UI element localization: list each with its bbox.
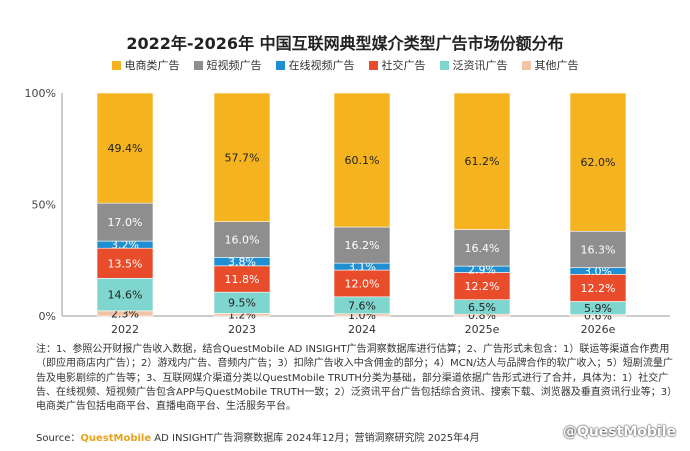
legend-item: 电商类广告	[111, 57, 180, 73]
bar-segment	[96, 92, 154, 204]
bar-segment	[453, 229, 511, 267]
legend-item: 社交广告	[368, 57, 426, 73]
x-tick-label: 2023	[228, 323, 256, 336]
legend-label: 泛资讯广告	[452, 59, 508, 72]
legend-label: 其他广告	[534, 59, 579, 72]
x-tick-label: 2026e	[581, 323, 616, 336]
x-tick-label: 2025e	[465, 323, 500, 336]
data-label: 13.5%	[108, 257, 143, 270]
bar-segment	[96, 202, 154, 242]
data-label: 3.1%	[348, 261, 376, 274]
bar-segment	[453, 92, 511, 230]
data-label: 11.8%	[225, 273, 260, 286]
data-label: 12.2%	[581, 282, 616, 295]
watermark: @QuestMobile	[562, 424, 676, 440]
data-label: 61.2%	[465, 155, 500, 168]
bar-segment	[96, 278, 154, 312]
data-label: 3.0%	[584, 265, 612, 278]
data-label: 49.4%	[108, 142, 143, 155]
legend-swatch	[275, 60, 285, 70]
data-label: 9.5%	[228, 297, 256, 310]
data-label: 62.0%	[581, 156, 616, 169]
legend-swatch	[368, 60, 378, 70]
data-label: 6.5%	[468, 301, 496, 314]
bar-segment	[333, 226, 391, 264]
data-label: 3.2%	[111, 239, 139, 252]
legend-item: 其他广告	[521, 57, 579, 73]
x-tick-label: 2024	[348, 323, 376, 336]
legend-item: 在线视频广告	[275, 57, 355, 73]
data-label: 5.9%	[584, 302, 612, 315]
data-label: 3.8%	[228, 256, 256, 269]
data-label: 7.6%	[348, 299, 376, 312]
bar-segment	[569, 273, 627, 302]
legend-label: 短视频广告	[206, 59, 262, 72]
bar-segment	[96, 247, 154, 279]
data-label: 12.2%	[465, 280, 500, 293]
data-label: 16.3%	[581, 243, 616, 256]
legend-swatch	[439, 60, 449, 70]
bar-segment	[213, 92, 271, 222]
legend-label: 在线视频广告	[288, 59, 355, 72]
data-label: 16.2%	[345, 239, 380, 252]
source-brand: QuestMobile	[80, 433, 152, 444]
x-tick-label: 2022	[111, 323, 139, 336]
data-label: 60.1%	[345, 154, 380, 167]
bar-segment	[333, 269, 391, 298]
footnote: 注：1、参照公开财报广告收入数据，结合QuestMobile AD INSIGH…	[36, 344, 673, 413]
bar-segment	[453, 272, 511, 301]
legend-label: 电商类广告	[124, 59, 180, 72]
legend-item: 泛资讯广告	[439, 57, 508, 73]
data-label: 17.0%	[108, 216, 143, 229]
data-label: 57.7%	[225, 151, 260, 164]
y-tick-label: 0%	[39, 310, 56, 323]
legend-swatch	[521, 60, 531, 70]
y-tick-label: 100%	[25, 87, 56, 100]
bar-segment	[569, 230, 627, 268]
data-label: 16.4%	[465, 242, 500, 255]
data-label: 2.9%	[468, 263, 496, 276]
source-line: Source：QuestMobile AD INSIGHT广告洞察数据库 202…	[36, 429, 479, 444]
data-label: 14.6%	[108, 289, 143, 302]
bar-segment	[333, 92, 391, 228]
legend-label: 社交广告	[381, 59, 426, 72]
chart-title: 2022年-2026年 中国互联网典型媒介类型广告市场份额分布	[126, 34, 564, 53]
data-label: 16.0%	[225, 234, 260, 247]
source-rest: AD INSIGHT广告洞察数据库 2024年12月；营销洞察研究院 2025年…	[151, 433, 480, 444]
data-label: 12.0%	[345, 277, 380, 290]
bar-segment	[569, 92, 627, 232]
source-prefix: Source：	[36, 433, 81, 444]
legend-swatch	[193, 60, 203, 70]
legend-swatch	[111, 60, 121, 70]
legend-item: 短视频广告	[193, 57, 262, 73]
bar-segment	[213, 221, 271, 258]
chart-legend: 电商类广告 短视频广告 在线视频广告 社交广告 泛资讯广告 其他广告	[0, 57, 690, 73]
y-tick-label: 50%	[32, 199, 56, 212]
